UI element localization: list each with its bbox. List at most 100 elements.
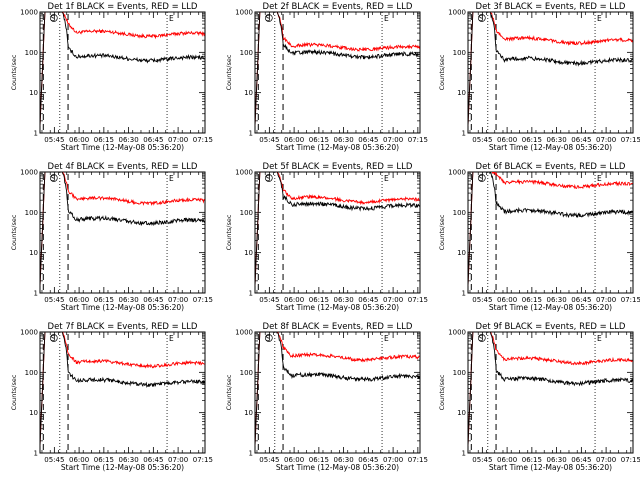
- x-tick-label: 07:15: [408, 456, 428, 464]
- x-tick-label: 06:00: [69, 136, 89, 144]
- x-tick-label: 07:15: [621, 296, 640, 304]
- events-series-line: [40, 172, 205, 286]
- x-tick-label: 07:00: [168, 456, 188, 464]
- plot-frame: [39, 331, 206, 454]
- y-axis-label: Counts/sec: [10, 374, 18, 410]
- x-axis: 05:45 06:00 06:15 06:30 06:45 07:00 07:15: [256, 332, 428, 464]
- x-tick-label: 05:45: [472, 456, 492, 464]
- y-tick-label: 100: [240, 369, 253, 377]
- x-tick-label: 06:30: [334, 136, 354, 144]
- y-tick-label: 10: [457, 249, 466, 257]
- plot-frame: [39, 11, 206, 134]
- x-tick-label: 06:15: [309, 456, 329, 464]
- plot-frame: [39, 171, 206, 294]
- x-tick-label: 07:00: [383, 136, 403, 144]
- start-marker-circle: [477, 174, 486, 182]
- detector-panel: Det 7f BLACK = Events, RED = LLD 1 10 100 10…: [10, 322, 213, 472]
- y-tick-label: 100: [25, 209, 38, 217]
- chart-title: Det 5f BLACK = Events, RED = LLD: [263, 162, 413, 172]
- y-axis-label: Counts/sec: [438, 214, 446, 250]
- y-tick-label: 1000: [448, 329, 466, 337]
- start-marker-circle: [264, 14, 273, 22]
- events-series-line: [468, 172, 633, 286]
- plot-frame: [467, 171, 634, 294]
- start-marker-circle: [49, 14, 58, 22]
- x-tick-label: 07:15: [193, 456, 213, 464]
- y-tick-label: 1: [249, 130, 253, 138]
- x-tick-label: 05:45: [472, 136, 492, 144]
- x-axis-label: Start Time (12-May-08 05:36:20): [61, 303, 184, 312]
- x-tick-label: 06:15: [94, 456, 114, 464]
- end-annotation: E: [169, 14, 174, 23]
- y-tick-label: 1: [462, 130, 466, 138]
- x-tick-label: 06:30: [547, 456, 567, 464]
- x-tick-label: 06:45: [143, 136, 163, 144]
- x-tick-label: 06:45: [143, 456, 163, 464]
- y-axis: 1 10 100 1000: [235, 329, 420, 458]
- x-tick-label: 06:45: [571, 136, 591, 144]
- x-tick-label: 06:15: [522, 296, 542, 304]
- plot-frame: [467, 11, 634, 134]
- y-tick-label: 1: [249, 290, 253, 298]
- start-marker-circle: [49, 334, 58, 342]
- x-tick-label: 06:45: [571, 296, 591, 304]
- start-marker-circle: [477, 334, 486, 342]
- x-tick-label: 06:15: [309, 136, 329, 144]
- y-axis-label: Counts/sec: [225, 214, 233, 250]
- x-tick-label: 06:30: [334, 456, 354, 464]
- y-tick-label: 10: [29, 89, 38, 97]
- x-axis-label: Start Time (12-May-08 05:36:20): [276, 143, 399, 152]
- x-tick-label: 05:45: [472, 296, 492, 304]
- y-axis-label: Counts/sec: [225, 374, 233, 410]
- x-tick-label: 05:45: [259, 456, 279, 464]
- x-tick-label: 06:00: [497, 136, 517, 144]
- lld-series-line: [468, 12, 633, 126]
- lld-series-line: [255, 12, 420, 126]
- x-tick-label: 05:45: [44, 456, 64, 464]
- x-tick-label: 06:30: [547, 296, 567, 304]
- end-annotation: E: [384, 334, 389, 343]
- x-axis-label: Start Time (12-May-08 05:36:20): [276, 463, 399, 472]
- lld-series-line: [40, 12, 205, 126]
- x-axis: 05:45 06:00 06:15 06:30 06:45 07:00 07:15: [256, 12, 428, 144]
- start-annotation: S: [479, 14, 484, 23]
- chart-title: Det 8f BLACK = Events, RED = LLD: [263, 322, 413, 332]
- y-tick-label: 10: [244, 249, 253, 257]
- y-axis-label: Counts/sec: [10, 214, 18, 250]
- x-tick-label: 06:15: [522, 136, 542, 144]
- y-tick-label: 1000: [448, 9, 466, 17]
- lld-series-line: [255, 172, 420, 286]
- end-annotation: E: [384, 14, 389, 23]
- y-tick-label: 100: [453, 49, 466, 57]
- x-tick-label: 06:00: [497, 296, 517, 304]
- start-annotation: S: [266, 14, 271, 23]
- x-tick-label: 07:00: [383, 456, 403, 464]
- lld-series-line: [468, 172, 633, 286]
- events-series-line: [255, 332, 420, 446]
- x-tick-label: 06:00: [284, 296, 304, 304]
- x-tick-label: 06:45: [358, 456, 378, 464]
- events-series-line: [255, 12, 420, 126]
- y-tick-label: 10: [29, 409, 38, 417]
- x-tick-label: 06:15: [522, 456, 542, 464]
- plot-frame: [254, 331, 421, 454]
- y-tick-label: 1: [34, 290, 38, 298]
- x-tick-label: 06:45: [571, 456, 591, 464]
- x-axis: 05:45 06:00 06:15 06:30 06:45 07:00 07:15: [469, 12, 640, 144]
- x-tick-label: 07:00: [168, 296, 188, 304]
- start-annotation: S: [51, 174, 56, 183]
- events-series-line: [40, 12, 205, 126]
- x-axis: 05:45 06:00 06:15 06:30 06:45 07:00 07:15: [469, 332, 640, 464]
- start-annotation: S: [266, 334, 271, 343]
- plot-frame: [254, 11, 421, 134]
- y-tick-label: 1000: [20, 169, 38, 177]
- start-annotation: S: [51, 14, 56, 23]
- x-tick-label: 07:15: [621, 456, 640, 464]
- y-tick-label: 100: [240, 209, 253, 217]
- x-tick-label: 07:00: [596, 456, 616, 464]
- y-axis: 1 10 100 1000: [235, 9, 420, 138]
- y-tick-label: 1: [34, 130, 38, 138]
- start-marker-circle: [477, 14, 486, 22]
- x-tick-label: 06:30: [119, 456, 139, 464]
- x-tick-label: 07:15: [408, 296, 428, 304]
